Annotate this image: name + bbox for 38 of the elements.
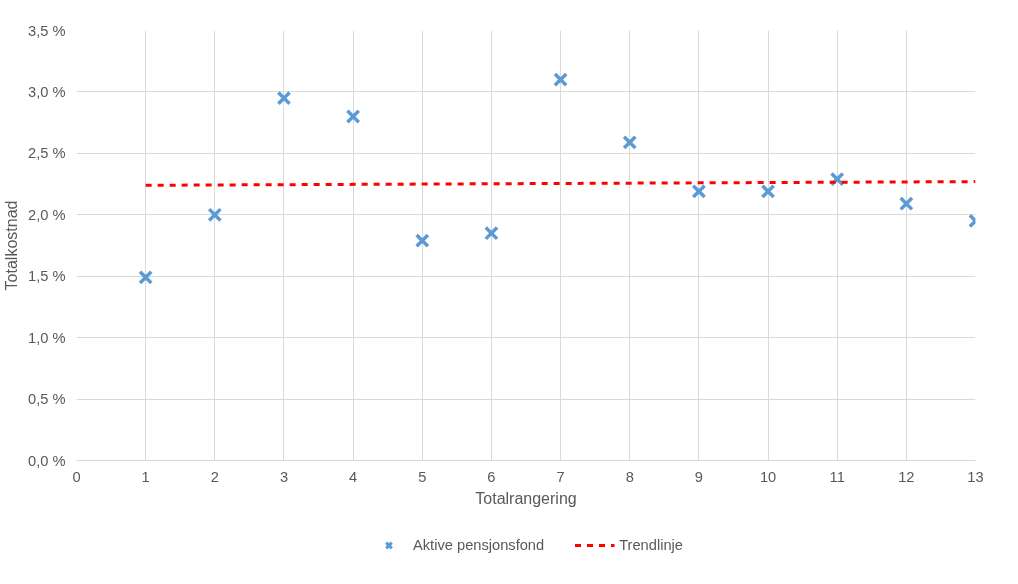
x-tick-label: 1 xyxy=(141,468,150,485)
point xyxy=(691,184,707,199)
legend-label: Trendlinje xyxy=(619,537,684,553)
y-tick-label: 2,0 % xyxy=(28,206,66,223)
point xyxy=(622,134,638,150)
x-tick-label: 3 xyxy=(279,468,289,485)
x-tick-label: 2 xyxy=(210,468,219,485)
x-axis-title: Totalrangering xyxy=(475,489,577,507)
y-tick-label: 0,5 % xyxy=(28,391,66,408)
point xyxy=(829,171,845,187)
x-tick-label: 5 xyxy=(418,468,427,485)
x-tick-label: 6 xyxy=(487,468,496,485)
x-tick-label: 13 xyxy=(967,468,984,485)
point xyxy=(898,196,914,212)
y-axis-title: Totalkostnad xyxy=(3,200,21,291)
x-tick-label: 10 xyxy=(759,468,777,485)
y-tick-label: 1,5 % xyxy=(28,268,66,285)
point xyxy=(138,270,154,285)
x-tick-label: 11 xyxy=(829,468,845,485)
y-tick-label: 3,5 % xyxy=(28,22,66,39)
x-tick-label: 12 xyxy=(898,468,915,485)
point xyxy=(207,207,223,223)
x-tick-label: 9 xyxy=(694,468,703,485)
y-tick-label: 2,5 % xyxy=(28,145,66,162)
x-tick-label: 4 xyxy=(349,468,358,485)
point xyxy=(345,109,361,124)
x-tick-label: 7 xyxy=(556,468,565,485)
x-tick-label: 8 xyxy=(625,468,634,485)
point xyxy=(276,90,292,106)
y-tick-label: 3,0 % xyxy=(28,83,66,100)
point xyxy=(414,233,430,248)
point xyxy=(553,72,568,88)
y-tick-label: 0,0 % xyxy=(28,452,66,469)
point xyxy=(484,225,499,241)
point xyxy=(760,184,776,199)
legend-label: Aktive pensjonsfond xyxy=(412,537,545,553)
y-tick-label: 1,0 % xyxy=(28,329,66,346)
x-tick-label: 0 xyxy=(72,468,81,485)
